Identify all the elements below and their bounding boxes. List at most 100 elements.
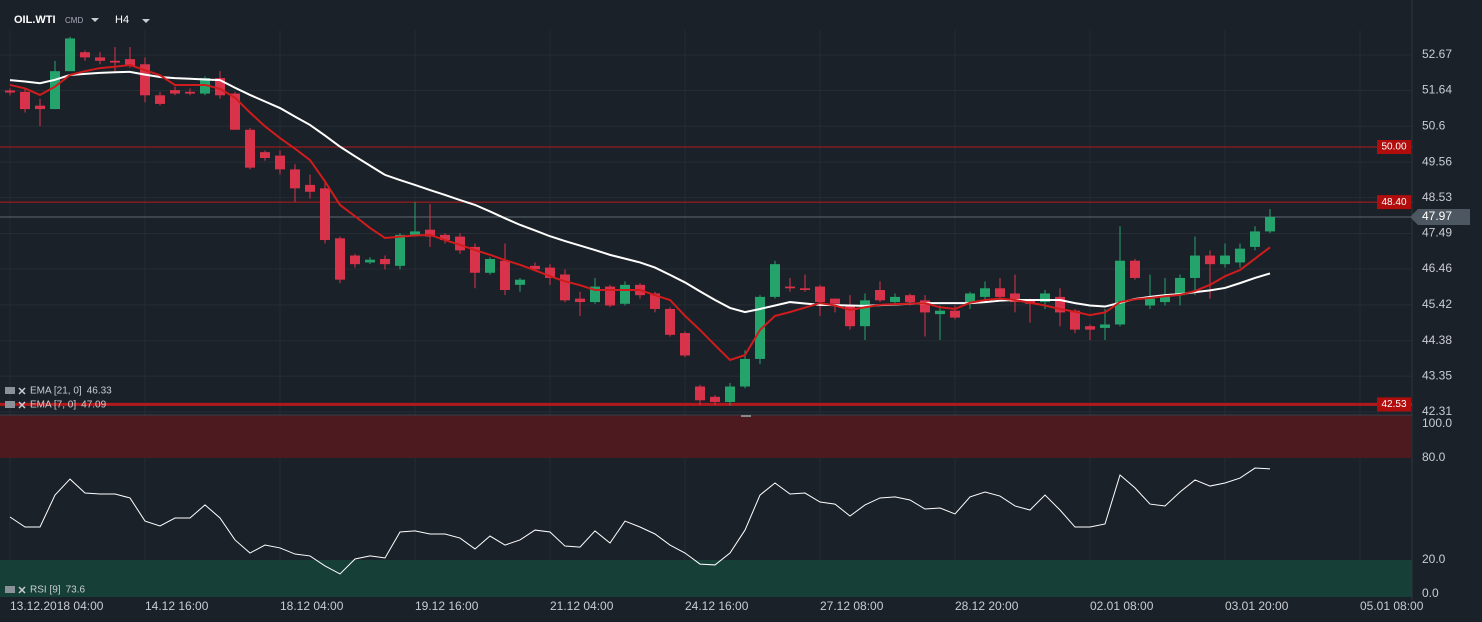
candle-body	[425, 229, 435, 237]
candle-body	[1160, 295, 1170, 303]
y-tick-label: 49.56	[1422, 154, 1452, 168]
candle-body	[230, 93, 240, 130]
x-tick-label: 18.12 04:00	[280, 599, 344, 613]
candle-body	[395, 234, 405, 266]
candle-body	[920, 300, 930, 313]
candle-body	[560, 274, 570, 301]
candle-body	[470, 246, 480, 273]
legend-icon	[5, 401, 15, 408]
candle-body	[1145, 298, 1155, 306]
candle-body	[275, 155, 285, 170]
y-tick-label: 51.64	[1422, 83, 1452, 97]
candle-body	[680, 333, 690, 356]
candle-body	[110, 60, 120, 63]
level-label: 50.00	[1381, 142, 1406, 153]
y-tick-label: 43.35	[1422, 368, 1452, 382]
level-label-box	[1377, 195, 1411, 210]
y-tick-label: 52.67	[1422, 47, 1452, 61]
candle-body	[125, 59, 135, 67]
candle-body	[950, 310, 960, 318]
legend-value: 73.6	[66, 585, 86, 596]
x-tick-label: 28.12 20:00	[955, 599, 1019, 613]
candle-body	[500, 260, 510, 291]
candle-body	[245, 129, 255, 168]
y-tick-label: 42.31	[1422, 404, 1452, 418]
legend-icon	[5, 586, 15, 593]
candle-body	[860, 300, 870, 327]
candle-body	[155, 95, 165, 104]
candle-body	[260, 152, 270, 159]
x-tick-label: 14.12 16:00	[145, 599, 209, 613]
x-tick-label: 02.01 08:00	[1090, 599, 1154, 613]
candle-body	[530, 265, 540, 270]
candle-body	[1070, 310, 1080, 330]
rsi-tick-label: 0.0	[1422, 586, 1439, 600]
candle-body	[980, 288, 990, 297]
market-dropdown[interactable]	[91, 18, 99, 22]
legend-close-icon	[18, 401, 26, 409]
candle-body	[515, 279, 525, 285]
candle-body	[35, 105, 45, 110]
candle-body	[605, 286, 615, 306]
x-tick-label: 03.01 20:00	[1225, 599, 1289, 613]
candle-body	[485, 258, 495, 273]
legend-name: EMA [21, 0]	[30, 386, 82, 397]
candle-body	[1205, 255, 1215, 265]
legend-close-icon	[18, 387, 26, 395]
candle-body	[725, 386, 735, 403]
candle-body	[1130, 260, 1140, 278]
candle-body	[335, 238, 345, 280]
candle-body	[455, 236, 465, 251]
candle-body	[320, 188, 330, 241]
y-tick-label: 45.42	[1422, 297, 1452, 311]
rsi-line	[9, 467, 1271, 575]
candle-body	[890, 296, 900, 303]
y-tick-label: 46.46	[1422, 261, 1452, 275]
y-tick-label: 48.53	[1422, 190, 1452, 204]
candle-body	[770, 264, 780, 297]
candle-body	[65, 38, 75, 72]
candle-body	[755, 296, 765, 359]
candle-body	[1055, 296, 1065, 313]
legend-name: RSI [9]	[30, 585, 61, 596]
timeframe-dropdown[interactable]	[142, 19, 150, 23]
candle-body	[995, 288, 1005, 297]
candle-body	[80, 52, 90, 58]
candle-body	[695, 386, 705, 401]
y-tick-label: 50.6	[1422, 118, 1446, 132]
x-tick-label: 27.12 08:00	[820, 599, 884, 613]
candle-body	[1190, 255, 1200, 278]
x-tick-label: 05.01 08:00	[1360, 599, 1424, 613]
symbol[interactable]: OIL.WTI	[14, 14, 56, 26]
candle-body	[785, 286, 795, 289]
candle-body	[1085, 326, 1095, 330]
legend-close-icon	[18, 586, 26, 594]
market: CMD	[65, 16, 83, 25]
candle-body	[740, 358, 750, 387]
y-tick-label: 44.38	[1422, 333, 1452, 347]
candle-body	[830, 298, 840, 304]
candle-body	[845, 305, 855, 327]
candle-body	[905, 295, 915, 303]
candle-body	[665, 308, 675, 335]
candle-body	[620, 284, 630, 304]
legend-value: 47.09	[81, 400, 106, 411]
candle-body	[1100, 324, 1110, 328]
level-label: 42.53	[1381, 399, 1406, 410]
candle-body	[5, 90, 15, 93]
candle-body	[800, 288, 810, 291]
last-price-label: 47.97	[1422, 209, 1452, 223]
candle-body	[590, 286, 600, 303]
rsi-tick-label: 100.0	[1422, 416, 1452, 430]
candle-body	[545, 267, 555, 278]
candle-body	[875, 290, 885, 301]
candle-body	[170, 90, 180, 94]
candle-body	[185, 91, 195, 94]
timeframe[interactable]: H4	[115, 14, 129, 26]
y-tick-label: 47.49	[1422, 226, 1452, 240]
ema-line	[9, 70, 1271, 314]
candle-body	[710, 396, 720, 403]
candle-body	[1265, 216, 1275, 232]
candle-body	[350, 255, 360, 265]
